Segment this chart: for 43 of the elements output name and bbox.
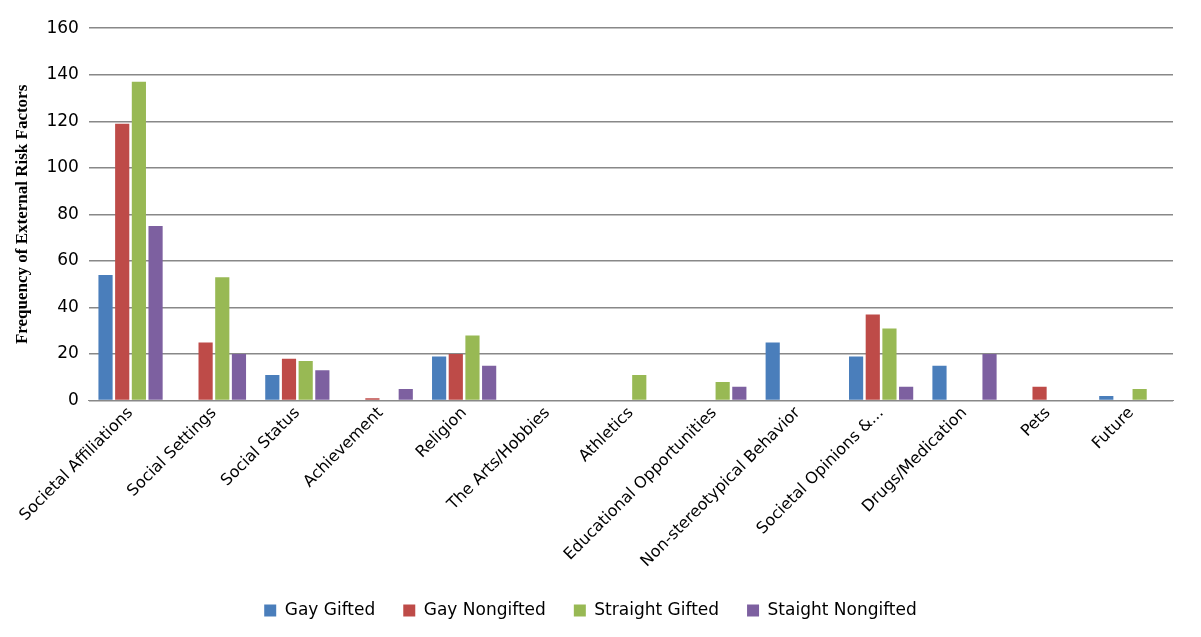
legend-label: Gay Nongifted (423, 598, 546, 619)
y-tick-label: 0 (68, 389, 79, 410)
bar (98, 274, 113, 400)
y-tick-label: 40 (57, 295, 79, 316)
y-tick-label: 100 (46, 156, 79, 177)
bar (298, 361, 313, 400)
bar (865, 314, 880, 400)
bar (315, 370, 330, 400)
bar (398, 388, 413, 400)
bar (148, 226, 163, 400)
y-tick-label: 120 (46, 109, 79, 130)
legend-label: Gay Gifted (284, 598, 376, 619)
y-tick-label: 60 (57, 249, 79, 270)
bar (1099, 395, 1114, 400)
bar (632, 375, 647, 400)
bar (131, 81, 146, 400)
legend-label: Staight Nongifted (767, 598, 917, 619)
y-tick-label: 20 (57, 342, 79, 363)
bar (1132, 388, 1147, 400)
bar (215, 277, 230, 400)
legend-label: Straight Gifted (594, 598, 720, 619)
bar (448, 354, 463, 400)
bar (849, 356, 864, 400)
bar (265, 375, 280, 400)
bar (882, 328, 897, 400)
bar (115, 123, 130, 400)
bar (715, 382, 730, 400)
y-axis-title: Frequency of External Risk Factors (11, 84, 31, 345)
bar (198, 342, 213, 400)
bar (765, 342, 780, 400)
bar (465, 335, 480, 400)
bar (932, 365, 947, 400)
y-tick-label: 80 (57, 202, 79, 223)
y-tick-label: 160 (46, 16, 79, 37)
bar (281, 358, 297, 400)
bar (732, 386, 747, 400)
bar (231, 354, 247, 400)
bar (1032, 386, 1047, 400)
bar (432, 356, 447, 400)
y-tick-label: 140 (46, 63, 79, 84)
bar (899, 386, 914, 400)
bar (982, 354, 997, 400)
bar (482, 365, 497, 400)
